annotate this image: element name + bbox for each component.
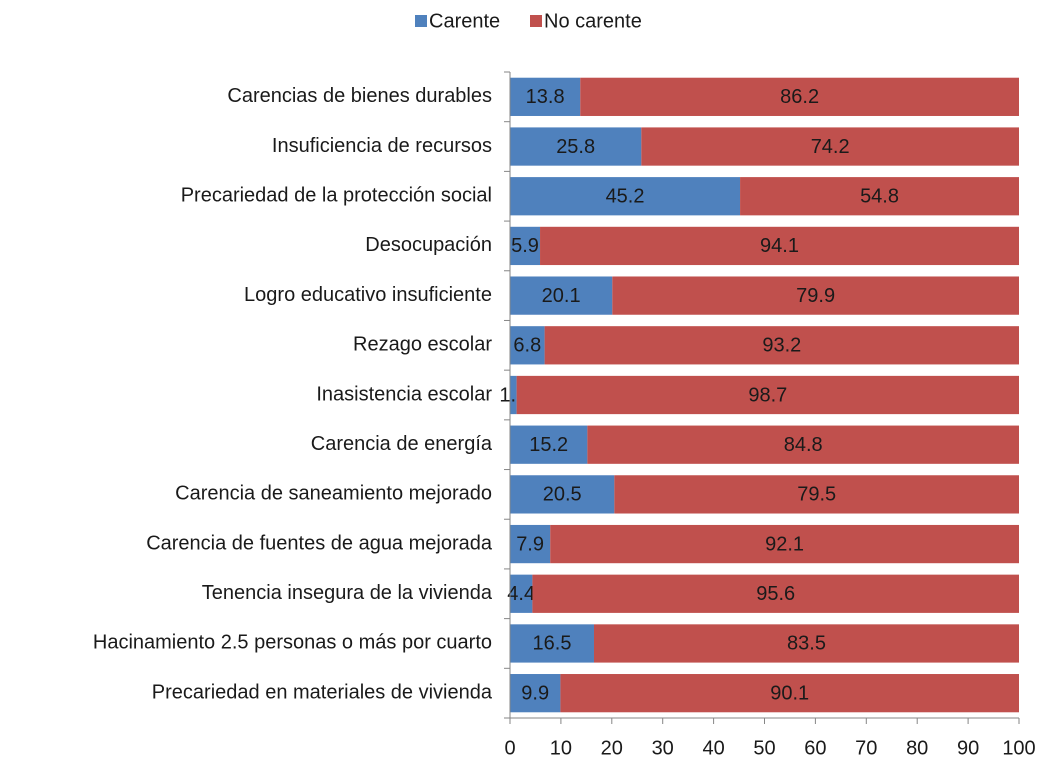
value-label: 6.8 xyxy=(513,335,541,357)
legend-label: Carente xyxy=(429,10,500,32)
bar-segment xyxy=(510,226,541,266)
value-label: 84.8 xyxy=(784,434,823,456)
value-label: 20.1 xyxy=(542,285,581,307)
bar-segment xyxy=(540,226,1019,266)
y-tick-label: Precariedad en materiales de vivienda xyxy=(152,681,493,703)
bar-segment xyxy=(587,425,1019,464)
bar-segment xyxy=(510,177,741,216)
bar-segment xyxy=(510,425,588,464)
value-label: 79.5 xyxy=(797,484,836,506)
value-label: 86.2 xyxy=(780,86,819,108)
x-tick-label: 60 xyxy=(804,737,826,759)
y-tick-label: Desocupación xyxy=(365,234,492,256)
value-label: 20.5 xyxy=(543,484,582,506)
x-tick-label: 90 xyxy=(957,737,979,759)
value-label: 9.9 xyxy=(521,682,549,704)
y-tick-label: Insuficiencia de recursos xyxy=(272,135,492,157)
bar-segment xyxy=(510,674,561,713)
bar-segment xyxy=(532,574,1019,613)
x-tick-label: 40 xyxy=(702,737,724,759)
x-tick-label: 100 xyxy=(1002,737,1035,759)
value-label: 95.6 xyxy=(756,583,795,605)
value-label: 79.9 xyxy=(796,285,835,307)
bar-segment xyxy=(510,524,551,564)
bar-segment xyxy=(516,375,1019,415)
value-label: 5.9 xyxy=(511,235,539,257)
y-tick-label: Hacinamiento 2.5 personas o más por cuar… xyxy=(93,632,492,654)
y-tick-label: Carencia de energía xyxy=(311,433,493,455)
value-label: 83.5 xyxy=(787,633,826,655)
bar-segment xyxy=(614,475,1019,514)
x-tick-label: 50 xyxy=(753,737,775,759)
value-label: 16.5 xyxy=(533,633,572,655)
x-tick-label: 10 xyxy=(550,737,572,759)
value-label: 45.2 xyxy=(606,186,645,208)
bar-segment xyxy=(510,624,594,663)
bar-segment xyxy=(510,276,613,315)
bar-segment xyxy=(510,475,615,514)
value-label: 7.9 xyxy=(516,533,544,555)
y-tick-label: Carencia de fuentes de agua mejorada xyxy=(146,532,493,554)
value-label: 25.8 xyxy=(556,136,595,158)
x-tick-label: 80 xyxy=(906,737,928,759)
value-label: 74.2 xyxy=(811,136,850,158)
value-label: 92.1 xyxy=(765,533,804,555)
y-tick-label: Inasistencia escolar xyxy=(316,383,492,405)
bar-segment xyxy=(510,574,533,613)
value-label: 90.1 xyxy=(770,682,809,704)
x-tick-label: 70 xyxy=(855,737,877,759)
bar-segment xyxy=(740,177,1019,216)
x-tick-label: 20 xyxy=(601,737,623,759)
bar-segment xyxy=(612,276,1019,315)
bar-segment xyxy=(510,326,545,365)
bar-segment xyxy=(550,524,1019,564)
value-label: 13.8 xyxy=(526,86,565,108)
value-label: 15.2 xyxy=(529,434,568,456)
legend-swatch xyxy=(530,15,542,27)
y-tick-label: Precariedad de la protección social xyxy=(181,185,492,207)
value-label: 98.7 xyxy=(748,384,787,406)
bar-segment xyxy=(560,674,1019,713)
value-label: 4.4 xyxy=(507,583,535,605)
legend-label: No carente xyxy=(544,10,642,32)
y-tick-label: Logro educativo insuficiente xyxy=(244,284,492,306)
bar-segment xyxy=(544,326,1019,365)
bar-segment xyxy=(641,127,1019,166)
y-tick-label: Tenencia insegura de la vivienda xyxy=(202,582,493,604)
bar-segment xyxy=(510,77,581,116)
bar-segment xyxy=(593,624,1019,663)
y-tick-label: Rezago escolar xyxy=(353,334,492,356)
value-label: 93.2 xyxy=(762,335,801,357)
bar-segment xyxy=(510,127,642,166)
bar-segment xyxy=(510,375,517,415)
x-tick-label: 0 xyxy=(504,737,515,759)
bar-segment xyxy=(580,77,1019,116)
y-tick-label: Carencias de bienes durables xyxy=(227,85,492,107)
legend-swatch xyxy=(415,15,427,27)
x-tick-label: 30 xyxy=(652,737,674,759)
y-tick-label: Carencia de saneamiento mejorado xyxy=(175,483,492,505)
value-label: 94.1 xyxy=(760,235,799,257)
value-label: 54.8 xyxy=(860,186,899,208)
